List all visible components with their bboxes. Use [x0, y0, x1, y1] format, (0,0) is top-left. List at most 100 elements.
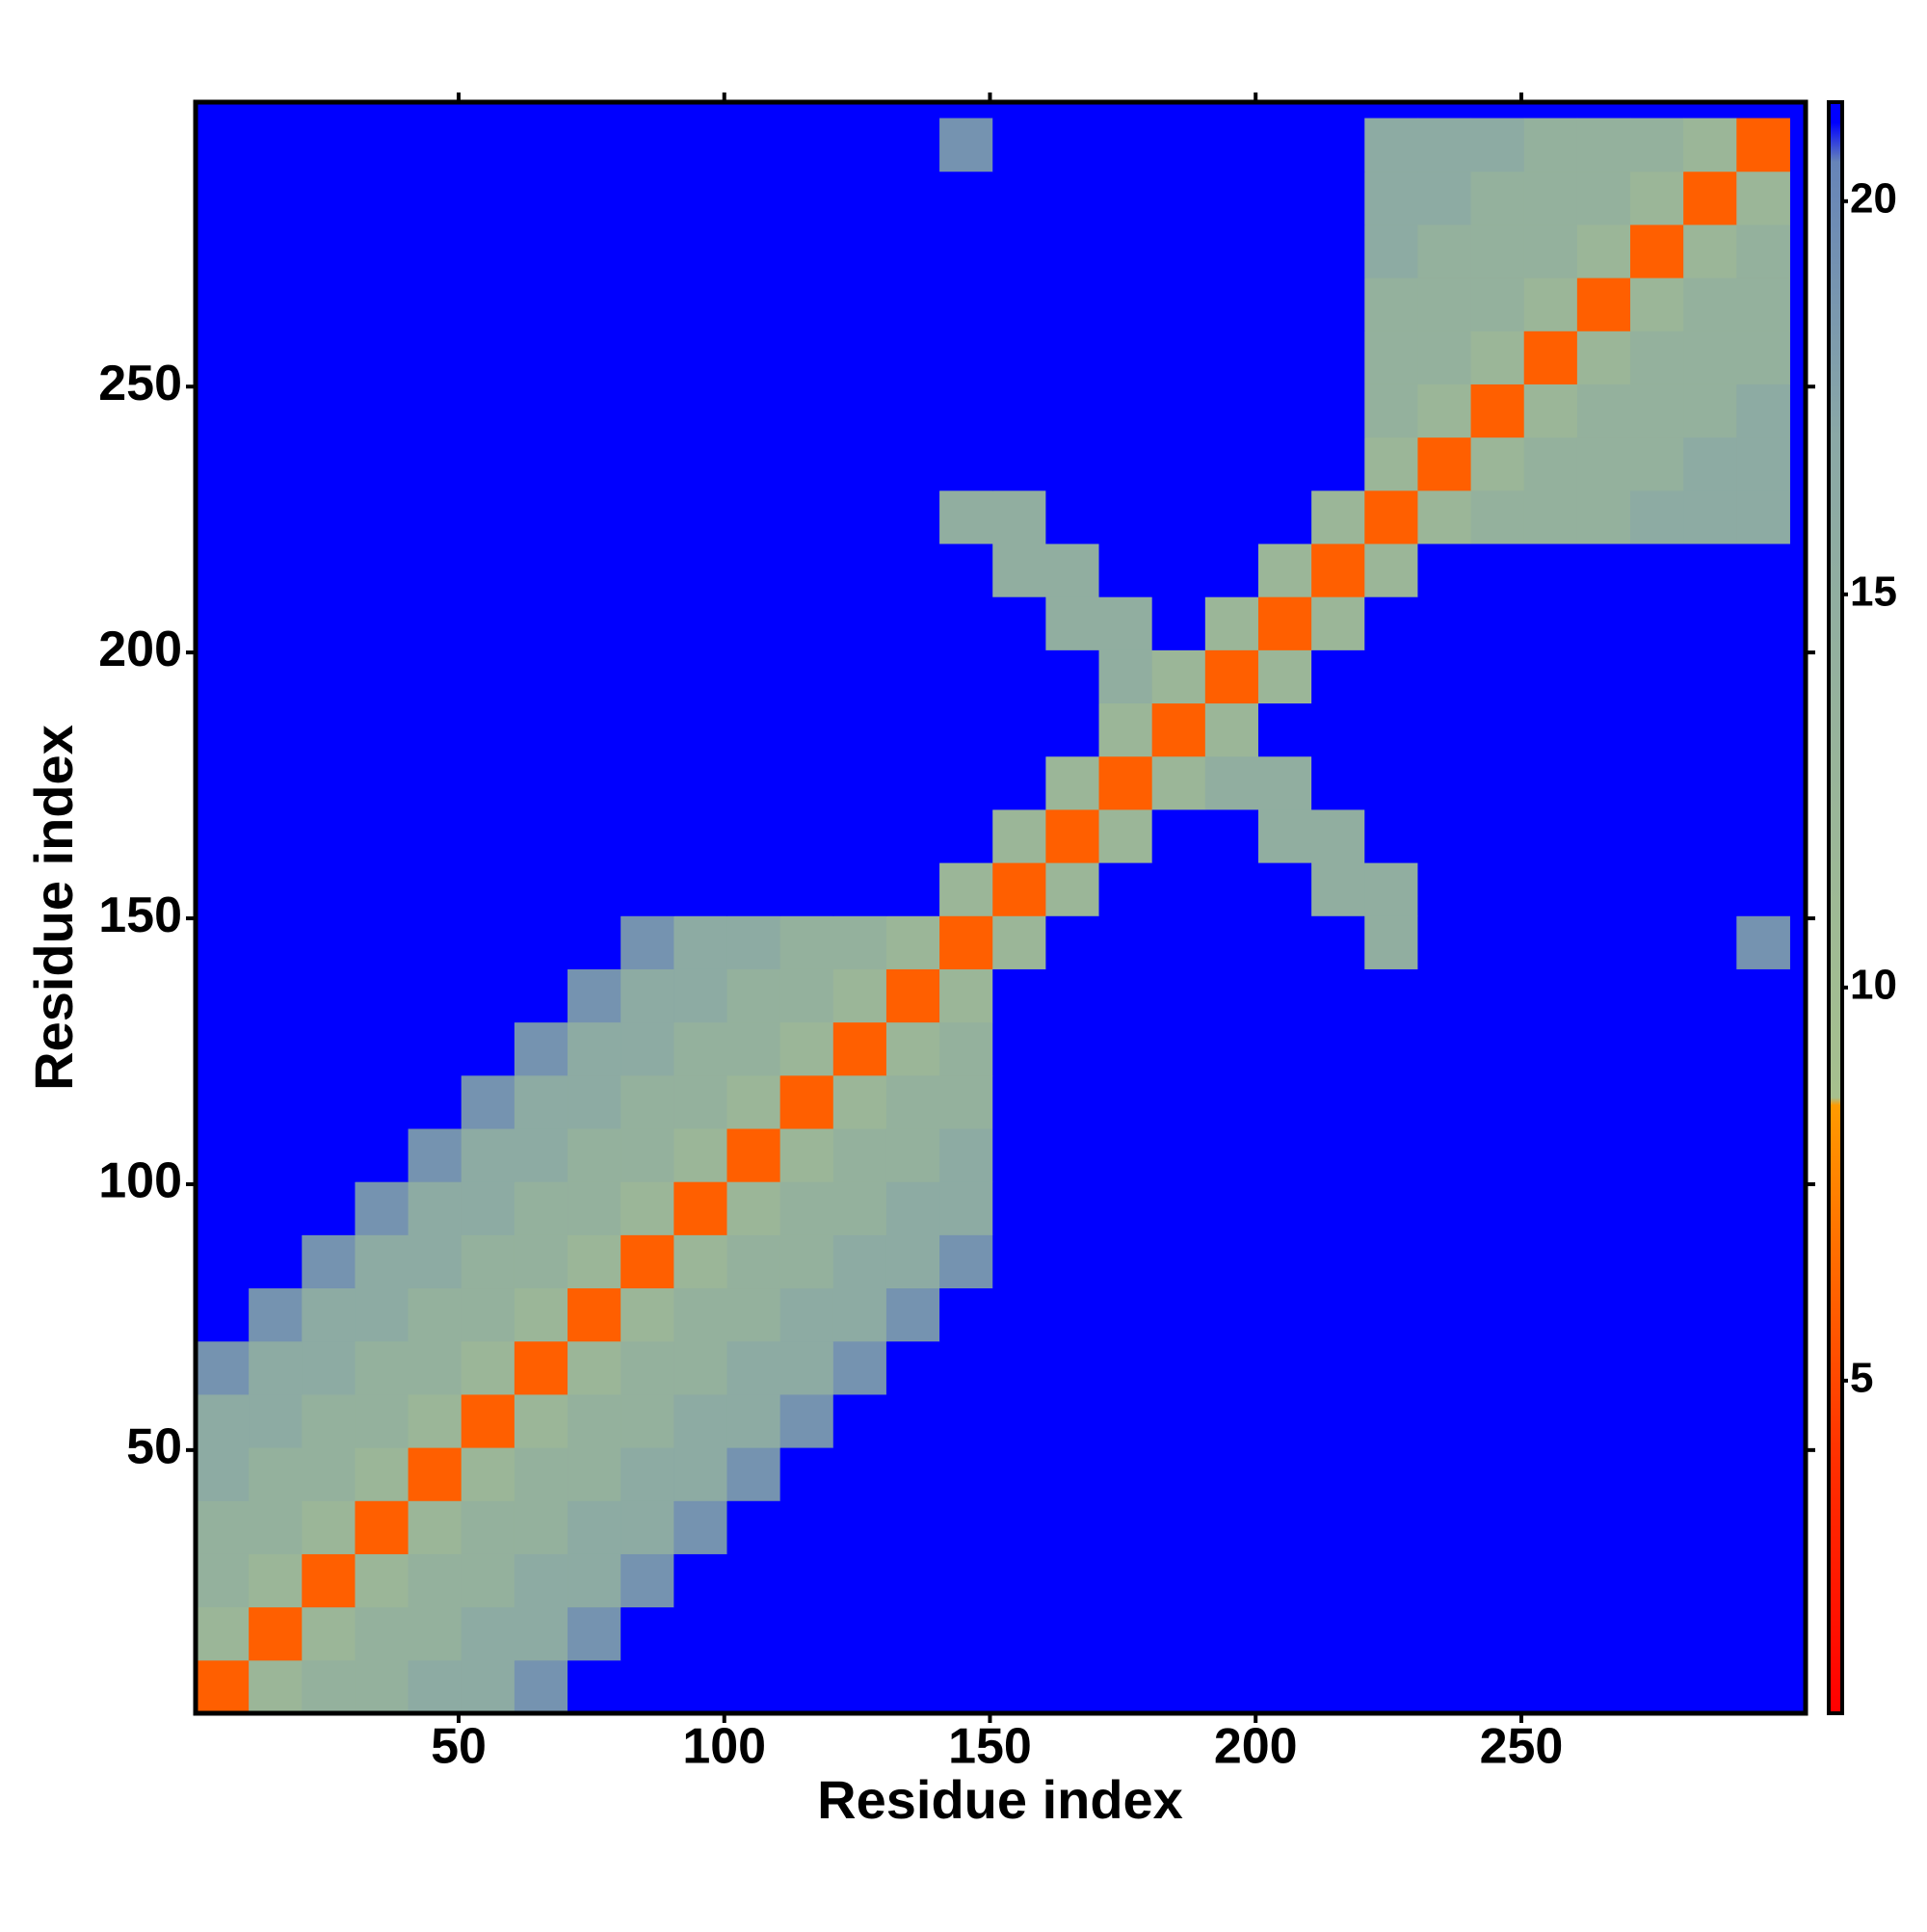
- colorbar-tick-label: 20: [1850, 174, 1897, 222]
- heatmap-cell: [1470, 543, 1525, 597]
- heatmap-cell: [568, 968, 621, 1023]
- heatmap-cell: [1683, 1659, 1737, 1714]
- heatmap-cell: [355, 968, 409, 1023]
- heatmap-cell: [1523, 278, 1578, 331]
- heatmap-cell: [832, 543, 887, 597]
- heatmap-cell: [1364, 543, 1418, 597]
- heatmap-cell: [302, 1074, 356, 1129]
- heatmap-cell: [355, 755, 409, 810]
- heatmap-cell: [1151, 1234, 1206, 1289]
- heatmap-cell: [620, 702, 674, 757]
- heatmap-cell: [1364, 968, 1418, 1023]
- heatmap-cell: [408, 862, 462, 916]
- heatmap-cell: [832, 596, 887, 650]
- heatmap-cell: [1417, 278, 1472, 331]
- heatmap-cell: [1576, 968, 1631, 1023]
- heatmap-cell: [1311, 702, 1365, 757]
- y-tick-label: 150: [98, 887, 182, 943]
- heatmap-cell: [1151, 1074, 1206, 1129]
- heatmap-cell: [726, 1340, 781, 1395]
- heatmap-cell: [514, 1606, 568, 1661]
- heatmap-cell: [1364, 702, 1418, 757]
- heatmap-cell: [302, 702, 356, 757]
- heatmap-cell: [1045, 915, 1100, 969]
- heatmap-cell: [1257, 1021, 1312, 1076]
- heatmap-cell: [1417, 543, 1472, 597]
- heatmap-cell: [249, 384, 303, 438]
- heatmap-cell: [1098, 755, 1153, 810]
- heatmap-cell: [514, 968, 568, 1023]
- heatmap-cell: [408, 1234, 462, 1289]
- heatmap-cell: [249, 1393, 303, 1448]
- heatmap-cell: [885, 1447, 940, 1501]
- heatmap-cell: [620, 649, 674, 704]
- heatmap-cell: [939, 171, 993, 225]
- heatmap-cell: [1098, 1234, 1153, 1289]
- heatmap-cell: [1523, 1021, 1578, 1076]
- heatmap-cell: [568, 596, 621, 650]
- heatmap-cell: [1736, 118, 1790, 172]
- heatmap-cell: [1311, 171, 1365, 225]
- heatmap-cell: [1417, 1393, 1472, 1448]
- heatmap-cell: [461, 702, 515, 757]
- heatmap-cell: [1364, 1447, 1418, 1501]
- heatmap-cell: [832, 755, 887, 810]
- heatmap-cell: [939, 915, 993, 969]
- heatmap-cell: [779, 1553, 834, 1608]
- heatmap-cell: [1417, 1340, 1472, 1395]
- heatmap-cell: [1045, 1447, 1100, 1501]
- heatmap-cell: [1151, 384, 1206, 438]
- heatmap-cell: [1736, 437, 1790, 491]
- colorbar-tick-label: 5: [1850, 1354, 1873, 1401]
- x-tick-label: 250: [1480, 1719, 1564, 1775]
- heatmap-cell: [514, 1181, 568, 1235]
- heatmap-cell: [1630, 1340, 1684, 1395]
- heatmap-cell: [1098, 1393, 1153, 1448]
- heatmap-cell: [726, 808, 781, 863]
- heatmap-cell: [1576, 490, 1631, 544]
- heatmap-cell: [726, 437, 781, 491]
- heatmap-cell: [1523, 1553, 1578, 1608]
- heatmap-cell: [939, 596, 993, 650]
- heatmap-cell: [1364, 1021, 1418, 1076]
- heatmap-cell: [1364, 1606, 1418, 1661]
- heatmap-cell: [726, 649, 781, 704]
- heatmap-cell: [1683, 490, 1737, 544]
- heatmap-cell: [461, 1021, 515, 1076]
- heatmap-cell: [249, 1447, 303, 1501]
- heatmap-cell: [1736, 1606, 1790, 1661]
- heatmap-cell: [1257, 1287, 1312, 1342]
- heatmap-cell: [1151, 702, 1206, 757]
- heatmap-cell: [1045, 490, 1100, 544]
- heatmap-cell: [1683, 1181, 1737, 1235]
- heatmap-cell: [1736, 224, 1790, 278]
- heatmap-cell: [1045, 1181, 1100, 1235]
- heatmap-cell: [1098, 1340, 1153, 1395]
- heatmap-cell: [620, 1606, 674, 1661]
- heatmap-cell: [1311, 1287, 1365, 1342]
- heatmap-cell: [992, 862, 1046, 916]
- heatmap-cell: [1470, 437, 1525, 491]
- heatmap-cell: [514, 915, 568, 969]
- heatmap-cell: [1098, 1447, 1153, 1501]
- heatmap-cell: [779, 1447, 834, 1501]
- heatmap-cell: [1470, 1340, 1525, 1395]
- heatmap-cell: [568, 702, 621, 757]
- heatmap-cell: [196, 1606, 250, 1661]
- heatmap-cell: [992, 649, 1046, 704]
- heatmap-cell: [1257, 331, 1312, 384]
- heatmap-cell: [992, 1606, 1046, 1661]
- heatmap-cell: [1151, 1021, 1206, 1076]
- heatmap-cell: [726, 1606, 781, 1661]
- heatmap-cell: [1311, 1500, 1365, 1554]
- heatmap-cell: [1736, 1393, 1790, 1448]
- heatmap-cell: [1204, 808, 1259, 863]
- heatmap-cell: [1364, 1128, 1418, 1182]
- heatmap-cell: [568, 862, 621, 916]
- heatmap-cell: [1417, 1234, 1472, 1289]
- heatmap-cell: [196, 384, 250, 438]
- heatmap-cell: [992, 1447, 1046, 1501]
- heatmap-cell: [1257, 224, 1312, 278]
- heatmap-cell: [1098, 1659, 1153, 1714]
